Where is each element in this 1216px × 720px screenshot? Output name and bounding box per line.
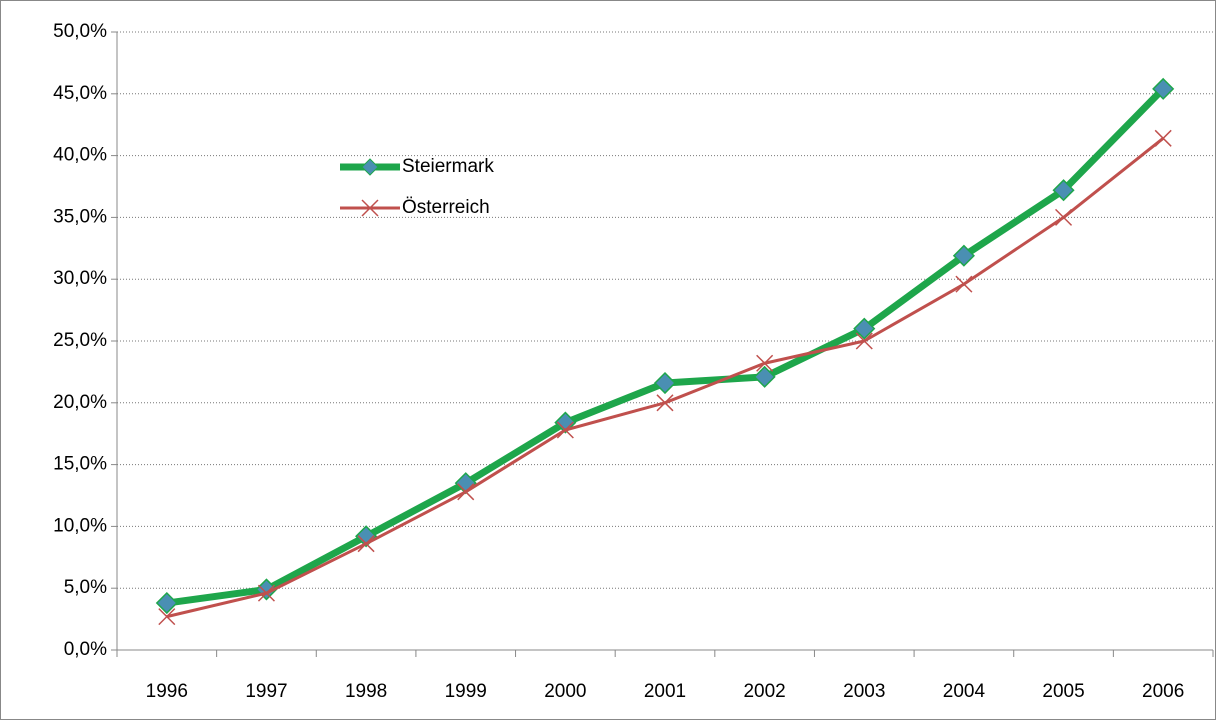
legend-label: Österreich xyxy=(402,197,490,218)
marker xyxy=(1154,129,1172,147)
marker xyxy=(155,591,178,615)
marker xyxy=(1152,77,1175,100)
y-tick-label: 25,0% xyxy=(53,330,107,351)
y-tick-label: 50,0% xyxy=(53,21,107,42)
marker xyxy=(756,354,774,372)
y-tick-label: 35,0% xyxy=(53,206,107,227)
legend-marker xyxy=(361,199,379,217)
marker xyxy=(653,371,677,395)
x-tick-label: 1999 xyxy=(445,681,487,702)
y-tick-label: 30,0% xyxy=(53,268,107,289)
marker xyxy=(257,584,275,602)
legend-marker xyxy=(361,158,379,176)
y-tick-label: 15,0% xyxy=(53,454,107,475)
marker xyxy=(955,275,973,293)
marker xyxy=(357,535,375,553)
marker xyxy=(556,421,574,439)
x-tick-label: 2005 xyxy=(1042,681,1084,702)
marker xyxy=(656,394,674,412)
marker xyxy=(1055,208,1073,226)
x-tick-label: 2003 xyxy=(843,681,885,702)
marker xyxy=(457,483,475,501)
x-tick-label: 2006 xyxy=(1142,681,1184,702)
y-tick-label: 45,0% xyxy=(53,83,107,104)
marker xyxy=(853,317,876,340)
marker xyxy=(855,332,873,350)
marker xyxy=(952,244,975,267)
x-tick-label: 2000 xyxy=(544,681,586,702)
marker xyxy=(355,525,378,548)
y-tick-label: 40,0% xyxy=(53,145,107,166)
y-tick-label: 10,0% xyxy=(53,515,107,536)
x-tick-label: 1997 xyxy=(245,681,287,702)
y-tick-label: 0,0% xyxy=(64,639,107,660)
marker xyxy=(1052,179,1075,202)
marker xyxy=(753,365,776,388)
x-tick-label: 2004 xyxy=(943,681,986,702)
legend-label: Steiermark xyxy=(402,156,494,177)
y-tick-label: 5,0% xyxy=(64,577,107,598)
y-tick-label: 20,0% xyxy=(53,392,107,413)
marker xyxy=(554,411,577,434)
x-tick-label: 2001 xyxy=(644,681,686,702)
marker xyxy=(158,608,176,626)
x-tick-label: 1998 xyxy=(345,681,387,702)
x-tick-label: 1996 xyxy=(146,681,188,702)
x-tick-label: 2002 xyxy=(743,681,785,702)
